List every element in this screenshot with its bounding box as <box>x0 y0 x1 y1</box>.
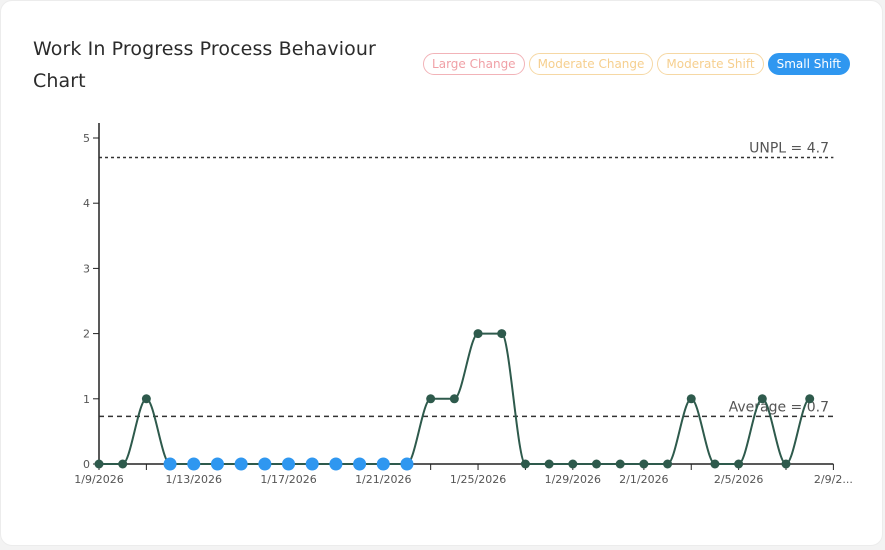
y-tick-label: 0 <box>83 458 90 471</box>
x-tick-label: 1/29/2026 <box>545 473 601 486</box>
small-shift-badge[interactable]: Small Shift <box>767 53 850 75</box>
data-points <box>94 329 815 471</box>
signal-data-point[interactable] <box>282 457 296 471</box>
y-tick-label: 2 <box>83 328 90 341</box>
signal-data-point[interactable] <box>305 457 319 471</box>
y-axis: 0 1 2 3 4 5 <box>83 123 100 471</box>
x-tick-label: 1/13/2026 <box>166 473 222 486</box>
data-point[interactable] <box>686 394 696 404</box>
x-tick-label: 2/9/2... <box>814 473 853 486</box>
data-point[interactable] <box>449 394 459 404</box>
signal-data-point[interactable] <box>353 457 367 471</box>
y-tick-label: 3 <box>83 262 90 275</box>
signal-data-point[interactable] <box>400 457 414 471</box>
y-tick-label: 1 <box>83 393 90 406</box>
data-point[interactable] <box>520 459 530 469</box>
large-change-badge[interactable]: Large Change <box>423 53 525 75</box>
moderate-change-badge[interactable]: Moderate Change <box>528 53 654 75</box>
data-point[interactable] <box>734 459 744 469</box>
data-point[interactable] <box>497 329 507 339</box>
signal-data-point[interactable] <box>329 457 343 471</box>
unpl-label: UNPL = 4.7 <box>749 141 829 157</box>
y-tick-label: 5 <box>83 132 90 145</box>
signal-data-point[interactable] <box>163 457 177 471</box>
data-point[interactable] <box>805 394 815 404</box>
moderate-shift-badge[interactable]: Moderate Shift <box>657 53 764 75</box>
signal-data-point[interactable] <box>376 457 390 471</box>
data-point[interactable] <box>615 459 625 469</box>
reference-lines: UNPL = 4.7 Average = 0.7 <box>99 141 834 418</box>
y-tick-label: 4 <box>83 197 90 210</box>
data-point[interactable] <box>639 459 649 469</box>
signal-data-point[interactable] <box>258 457 272 471</box>
signal-filter-badges: Large Change Moderate Change Moderate Sh… <box>423 53 850 75</box>
data-point[interactable] <box>141 394 151 404</box>
average-label: Average = 0.7 <box>729 399 829 415</box>
x-tick-label: 2/1/2026 <box>619 473 668 486</box>
data-point[interactable] <box>426 394 436 404</box>
data-point[interactable] <box>781 459 791 469</box>
data-point[interactable] <box>710 459 720 469</box>
signal-data-point[interactable] <box>210 457 224 471</box>
data-point[interactable] <box>118 459 128 469</box>
signal-data-point[interactable] <box>234 457 248 471</box>
x-tick-label: 1/17/2026 <box>260 473 316 486</box>
x-tick-label: 1/21/2026 <box>355 473 411 486</box>
data-point[interactable] <box>473 329 483 339</box>
data-point[interactable] <box>591 459 601 469</box>
x-tick-label: 1/25/2026 <box>450 473 506 486</box>
x-tick-label: 2/5/2026 <box>714 473 763 486</box>
data-point[interactable] <box>544 459 554 469</box>
chart-title: Work In Progress Process Behaviour Chart <box>33 38 376 92</box>
x-tick-label: 1/9/2026 <box>74 473 123 486</box>
data-point[interactable] <box>757 394 767 404</box>
data-point[interactable] <box>663 459 673 469</box>
x-axis: 1/9/2026 1/13/2026 1/17/2026 1/21/2026 1/25/… <box>74 463 853 486</box>
data-point[interactable] <box>94 459 104 469</box>
data-point[interactable] <box>568 459 578 469</box>
signal-data-point[interactable] <box>187 457 201 471</box>
